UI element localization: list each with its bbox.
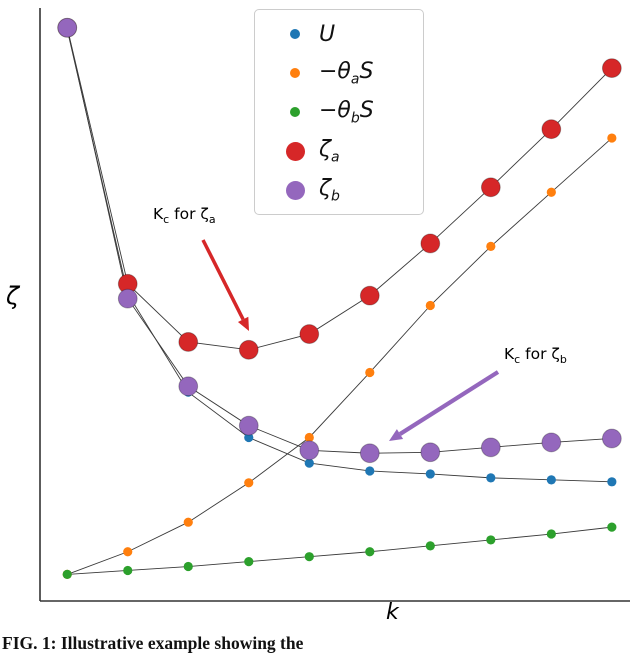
data-point: [425, 541, 435, 551]
arrow-kc-zeta-a-head: [237, 316, 249, 331]
series-line-−θbS: [67, 526, 612, 575]
series-line-ζb: [66, 27, 612, 454]
data-point: [244, 432, 254, 443]
data-point: [117, 288, 138, 309]
series-line-ζa: [66, 27, 613, 351]
plot-svg: [39, 8, 630, 602]
data-point: [238, 415, 259, 436]
legend-label-zeta-b: ζb: [319, 175, 340, 205]
x-axis-label: k: [386, 600, 399, 625]
data-point: [244, 478, 254, 488]
data-point: [299, 440, 320, 461]
legend-marker-theta-b-icon: [290, 107, 300, 117]
legend-marker-zeta-a-icon: [285, 141, 305, 161]
data-point: [238, 339, 259, 360]
data-point: [607, 522, 617, 532]
data-point: [304, 552, 314, 562]
data-point: [546, 187, 556, 197]
legend-label-theta-a-s: −θaS: [319, 58, 374, 88]
legend-marker-box: [271, 68, 319, 78]
legend-marker-box: [271, 141, 319, 161]
data-point: [420, 233, 441, 254]
legend-label-zeta-a: ζa: [319, 136, 340, 166]
legend-item-theta-a-s: −θaS: [271, 54, 423, 92]
data-point: [304, 432, 314, 443]
data-point: [541, 432, 562, 453]
data-point: [420, 442, 441, 463]
legend-item-theta-b-s: −θbS: [271, 93, 423, 131]
data-point: [486, 241, 496, 251]
data-point: [486, 473, 496, 483]
annotation-kc-zeta-a: Kc for ζa: [153, 205, 216, 227]
arrow-kc-zeta-b-head: [389, 429, 404, 441]
data-point: [178, 332, 199, 352]
data-point: [601, 428, 622, 449]
data-point: [480, 437, 501, 458]
data-point: [178, 376, 199, 397]
data-point: [425, 469, 435, 479]
data-point: [299, 324, 320, 344]
data-point: [546, 529, 556, 539]
data-point: [57, 17, 78, 38]
data-point: [486, 535, 496, 545]
data-point: [123, 547, 133, 557]
legend-marker-zeta-b-icon: [285, 180, 305, 200]
data-point: [359, 443, 380, 464]
y-axis-label: ζ: [6, 282, 20, 310]
legend-marker-theta-a-icon: [290, 68, 300, 78]
data-point: [183, 561, 193, 572]
data-point: [244, 557, 254, 567]
data-point: [480, 177, 501, 198]
data-point: [183, 517, 193, 527]
annotation-kc-zeta-b: Kc for ζb: [504, 345, 567, 367]
series-line-−θaS: [67, 137, 613, 575]
data-point: [359, 285, 380, 306]
legend-marker-u-icon: [290, 29, 300, 39]
legend-item-u: U: [271, 15, 423, 53]
data-point: [541, 119, 562, 140]
data-point: [365, 547, 375, 557]
data-point: [365, 466, 375, 476]
data-point: [607, 133, 617, 143]
legend-item-zeta-a: ζa: [271, 132, 423, 170]
arrow-kc-zeta-b-shaft: [398, 370, 500, 436]
arrow-kc-zeta-a-shaft: [201, 239, 245, 321]
legend-marker-box: [271, 180, 319, 200]
data-point: [601, 58, 622, 79]
data-point: [62, 569, 72, 580]
legend-marker-box: [271, 29, 319, 39]
legend-marker-box: [271, 107, 319, 117]
legend: U −θaS −θbS ζa ζb: [254, 9, 424, 215]
data-point: [365, 367, 375, 378]
data-point: [546, 475, 556, 485]
figure-caption: FIG. 1: Illustrative example showing the: [2, 633, 304, 653]
data-point: [123, 565, 133, 576]
data-point: [607, 477, 617, 487]
legend-item-zeta-b: ζb: [271, 171, 423, 209]
legend-label-theta-b-s: −θbS: [319, 97, 374, 127]
data-point: [425, 300, 435, 311]
legend-label-u: U: [319, 21, 336, 47]
data-point: [304, 458, 314, 468]
